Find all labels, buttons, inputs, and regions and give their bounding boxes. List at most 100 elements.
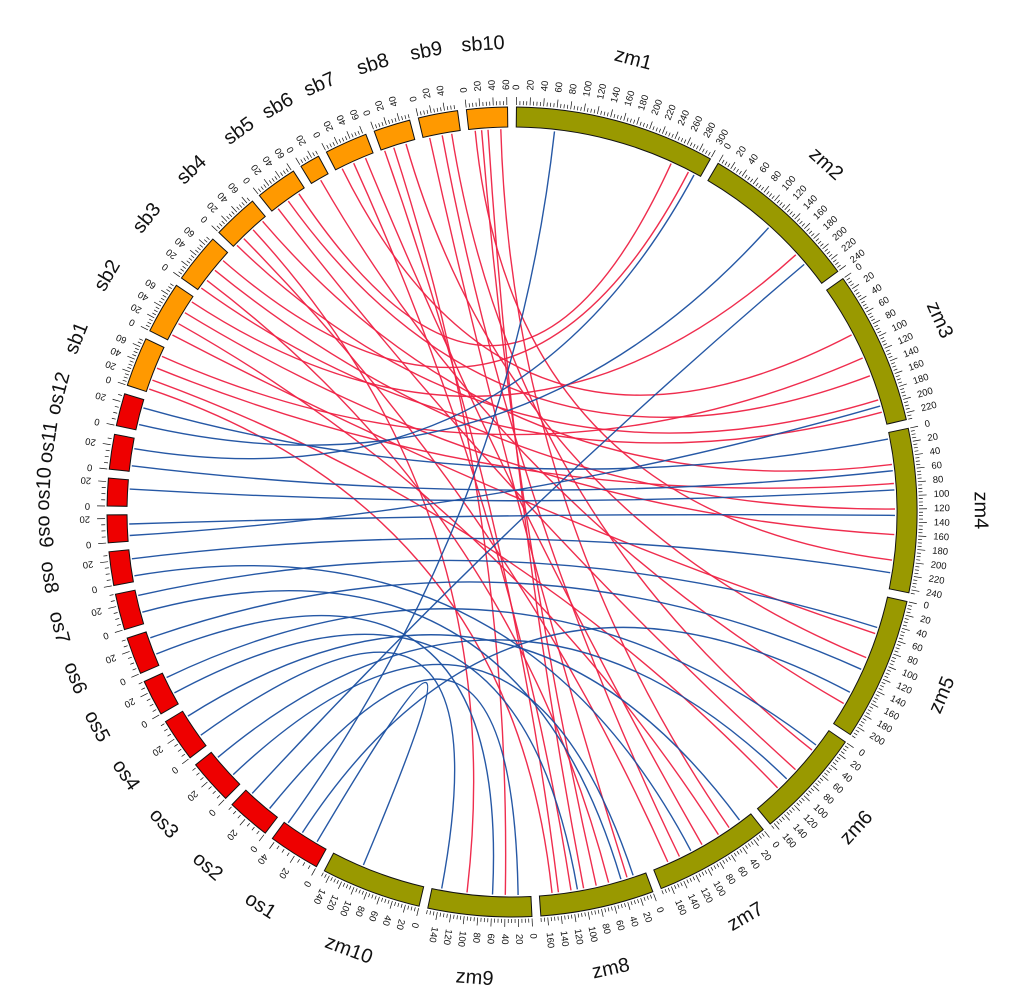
tick-mark [840,751,845,755]
tick-mark [747,843,751,847]
tick-mark [903,396,911,400]
tick-mark [815,782,819,787]
tick-mark [784,203,791,211]
tick-mark [271,178,275,182]
chromosome-band [653,813,764,890]
tick-mark [899,383,907,387]
chromosome-band [194,751,241,800]
tick-mark [131,673,139,678]
tick-mark [640,898,644,906]
synteny-link [191,254,797,398]
tick-mark [195,249,199,253]
tick-label: 0 [458,87,470,94]
tick-mark [815,238,820,242]
tick-mark [620,903,623,909]
tick-label: 140 [902,344,921,360]
synteny-link [222,171,690,369]
tick-mark [763,185,770,193]
tick-mark [574,914,577,923]
tick-mark [880,337,885,340]
tick-mark [321,872,324,877]
tick-mark [811,233,815,237]
tick-mark [182,265,187,269]
chromosome-label: sb3 [128,199,165,238]
tick-mark [808,230,813,234]
tick-mark [221,215,228,222]
synteny-link [236,244,879,434]
tick-mark [584,912,586,917]
tick-mark [895,375,900,378]
tick-label: 0 [93,415,101,427]
tick-mark [127,355,135,360]
tick-mark [117,381,126,385]
tick-mark [219,223,223,227]
tick-mark [338,139,342,143]
chromosome-os11: 0 20 os11 [35,420,135,473]
tick-mark [866,307,874,313]
tick-mark [893,368,898,371]
tick-mark [439,912,442,917]
tick-label: 20 [122,695,136,710]
tick-mark [859,723,863,727]
tick-label: 60 [758,160,773,175]
tick-label: 20 [294,133,309,148]
tick-mark [394,901,396,906]
tick-label: 20 [80,474,91,486]
tick-mark [115,618,120,620]
tick-mark [620,115,622,120]
tick-mark [383,117,387,125]
tick-mark [138,682,143,685]
chromosome-os2: 0 20 os2 [188,789,279,885]
tick-mark [152,709,157,712]
tick-label: 0 [247,843,259,854]
tick-mark [674,131,679,140]
tick-mark [838,753,846,760]
tick-mark [435,912,438,921]
tick-mark [130,662,135,665]
tick-mark [368,893,371,898]
tick-mark [295,157,301,165]
tick-mark [884,675,889,679]
tick-label: 120 [441,928,454,945]
tick-mark [326,144,329,149]
tick-label: 60 [553,81,565,93]
tick-mark [123,376,128,379]
tick-mark [742,847,748,855]
tick-mark [160,723,165,727]
tick-mark [670,886,675,895]
tick-label: 100 [455,930,468,947]
tick-mark [127,656,132,659]
tick-mark [476,917,479,926]
tick-mark [617,904,620,909]
tick-mark [456,915,458,920]
tick-mark [443,913,445,918]
tick-label: 0 [311,130,323,140]
tick-mark [826,251,831,255]
tick-mark [571,914,573,919]
tick-mark [839,265,847,271]
tick-mark [587,911,590,920]
tick-mark [98,480,107,482]
tick-label: 220 [928,573,945,586]
tick-mark [180,268,184,272]
tick-mark [110,600,115,602]
tick-mark [285,168,289,173]
tick-mark [232,810,237,815]
chromosome-label: zm9 [455,965,494,990]
tick-label: 0 [169,764,180,776]
tick-mark [303,157,307,162]
tick-mark [755,182,759,187]
tick-label: 0 [770,840,782,851]
chromosome-band [427,887,533,918]
tick-mark [237,814,241,819]
tick-mark [801,223,805,227]
tick-mark [791,213,796,218]
tick-label: 20 [150,743,165,758]
tick-mark [680,138,684,142]
tick-mark [275,170,281,178]
tick-mark [695,874,700,883]
tick-mark [813,233,820,239]
tick-mark [874,697,878,700]
tick-mark [181,260,189,267]
